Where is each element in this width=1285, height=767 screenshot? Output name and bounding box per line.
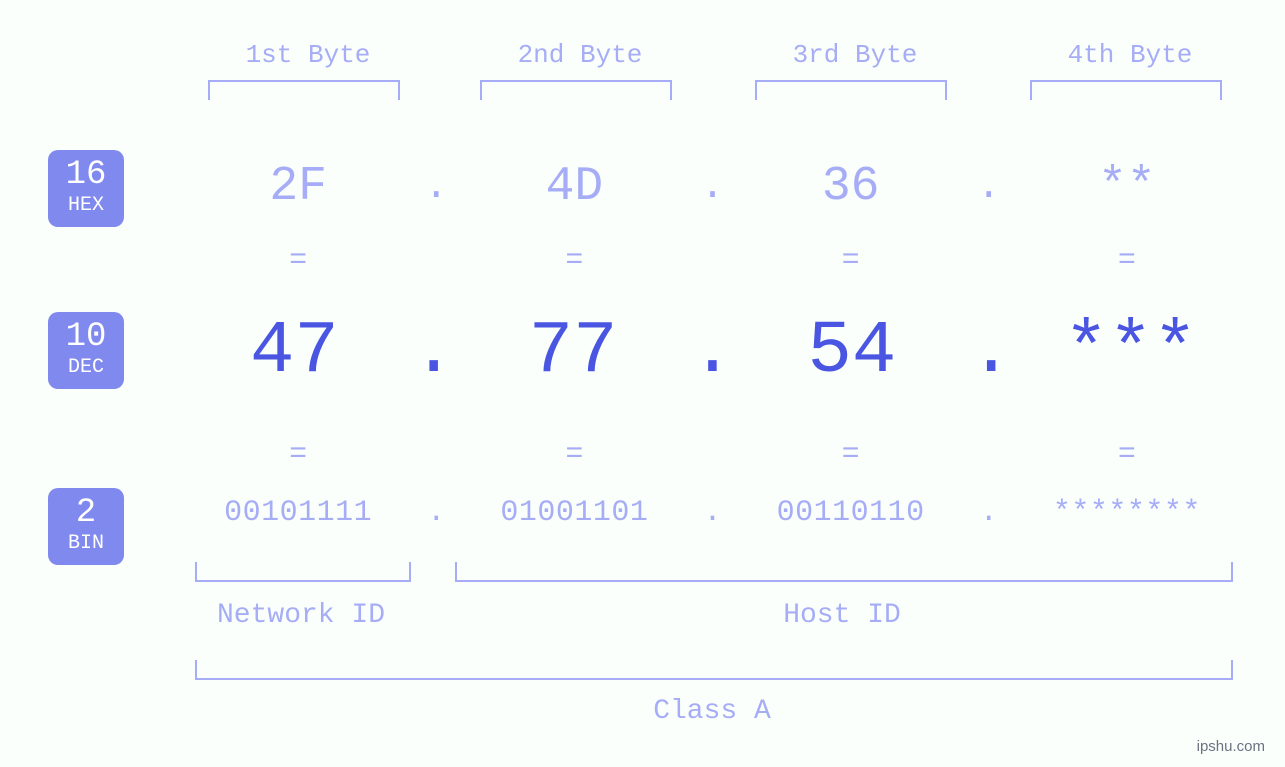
bin-base-label: BIN — [48, 532, 124, 555]
watermark-text: ipshu.com — [1197, 738, 1265, 755]
bin-byte-3: 00110110 — [733, 496, 969, 530]
equals-icon: = — [180, 438, 416, 472]
dec-byte-1: 47 — [180, 310, 409, 394]
dec-base-label: DEC — [48, 356, 124, 379]
byte-header-4: 4th Byte — [1030, 40, 1230, 70]
equals-row-2: = = = = — [180, 438, 1245, 472]
bin-badge: 2 BIN — [48, 488, 124, 565]
bracket-network-id — [195, 562, 411, 582]
bin-row: 00101111 . 01001101 . 00110110 . *******… — [180, 496, 1245, 530]
dec-dot-1: . — [409, 310, 459, 394]
bin-dot-2: . — [693, 496, 733, 530]
hex-dot-3: . — [969, 165, 1009, 210]
bin-base-number: 2 — [48, 496, 124, 530]
class-label: Class A — [195, 696, 1229, 727]
bracket-byte-2 — [480, 80, 672, 100]
dec-row: 47 . 77 . 54 . *** — [180, 310, 1245, 394]
bin-byte-2: 01001101 — [456, 496, 692, 530]
equals-icon: = — [456, 244, 692, 278]
dec-dot-2: . — [688, 310, 738, 394]
hex-byte-4: ** — [1009, 160, 1245, 214]
dec-base-number: 10 — [48, 320, 124, 354]
bracket-byte-4 — [1030, 80, 1222, 100]
hex-badge: 16 HEX — [48, 150, 124, 227]
hex-byte-2: 4D — [456, 160, 692, 214]
hex-byte-3: 36 — [733, 160, 969, 214]
equals-icon: = — [1009, 244, 1245, 278]
hex-row: 2F . 4D . 36 . ** — [180, 160, 1245, 214]
dec-byte-2: 77 — [459, 310, 688, 394]
dec-dot-3: . — [966, 310, 1016, 394]
byte-header-2: 2nd Byte — [480, 40, 680, 70]
byte-header-3: 3rd Byte — [755, 40, 955, 70]
equals-icon: = — [733, 244, 969, 278]
equals-icon: = — [456, 438, 692, 472]
equals-row-1: = = = = — [180, 244, 1245, 278]
hex-dot-1: . — [416, 165, 456, 210]
bracket-class — [195, 660, 1233, 680]
dec-byte-4: *** — [1016, 310, 1245, 394]
bin-dot-3: . — [969, 496, 1009, 530]
host-id-label: Host ID — [455, 600, 1229, 631]
ip-diagram: 1st Byte 2nd Byte 3rd Byte 4th Byte 16 H… — [0, 0, 1285, 767]
equals-icon: = — [733, 438, 969, 472]
hex-byte-1: 2F — [180, 160, 416, 214]
equals-icon: = — [1009, 438, 1245, 472]
bin-byte-1: 00101111 — [180, 496, 416, 530]
hex-base-label: HEX — [48, 194, 124, 217]
bracket-byte-3 — [755, 80, 947, 100]
bracket-byte-1 — [208, 80, 400, 100]
byte-header-1: 1st Byte — [208, 40, 408, 70]
dec-badge: 10 DEC — [48, 312, 124, 389]
bin-byte-4: ******** — [1009, 496, 1245, 530]
bracket-host-id — [455, 562, 1233, 582]
equals-icon: = — [180, 244, 416, 278]
network-id-label: Network ID — [195, 600, 407, 631]
hex-base-number: 16 — [48, 158, 124, 192]
hex-dot-2: . — [693, 165, 733, 210]
bin-dot-1: . — [416, 496, 456, 530]
dec-byte-3: 54 — [738, 310, 967, 394]
